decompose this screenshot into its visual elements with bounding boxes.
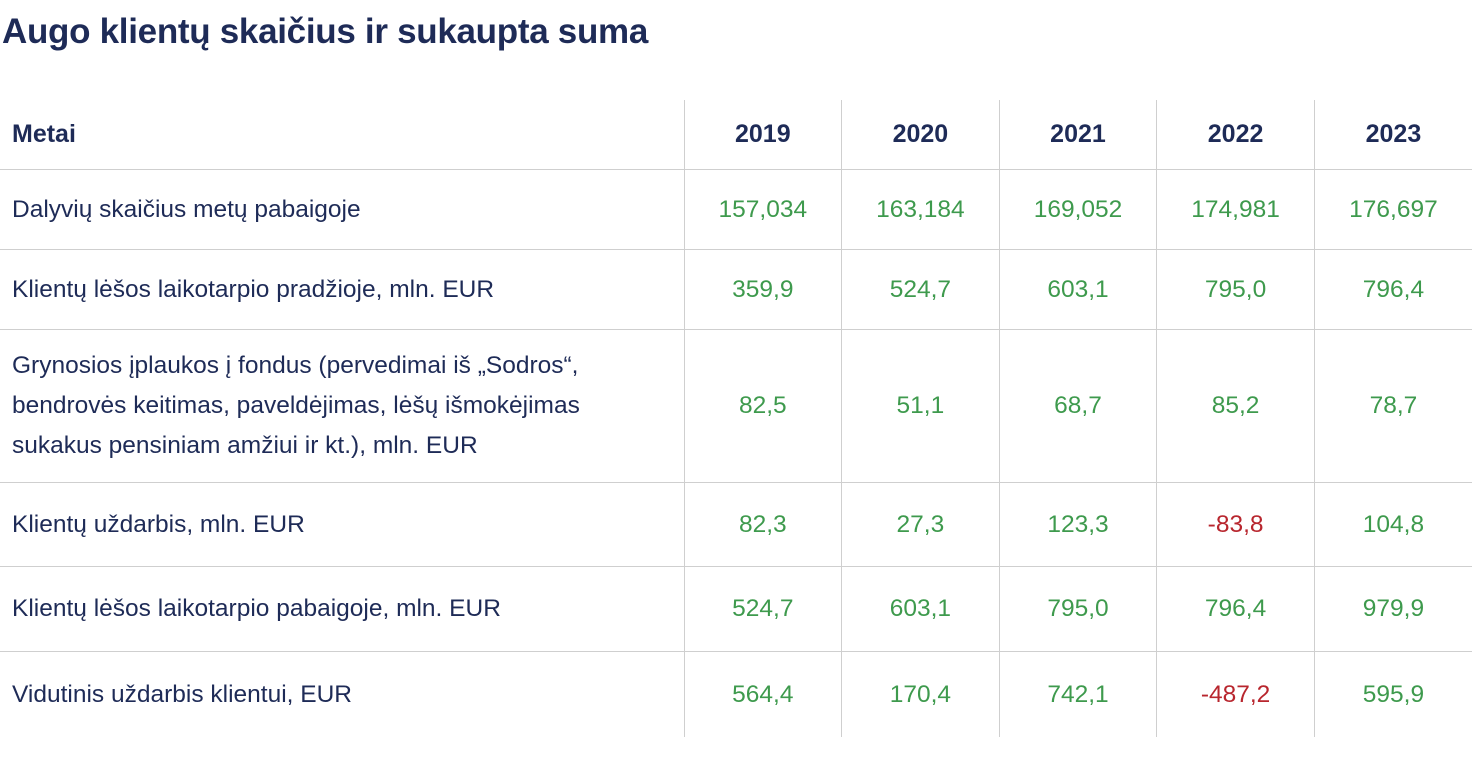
- year-header: 2021: [998, 100, 1157, 170]
- value-cell: 27,3: [841, 482, 1000, 567]
- row-label: Klientų uždarbis, mln. EUR: [0, 482, 684, 567]
- value-cell: 51,1: [841, 329, 1000, 483]
- value-cell: 78,7: [1313, 329, 1472, 483]
- table-row: Klientų lėšos laikotarpio pradžioje, mln…: [0, 249, 1472, 330]
- table-row: Dalyvių skaičius metų pabaigoje 157,034 …: [0, 169, 1472, 250]
- value-cell: 169,052: [998, 169, 1157, 250]
- value-cell: 796,4: [1156, 566, 1315, 652]
- value-cell: 68,7: [998, 329, 1157, 483]
- year-header: 2019: [683, 100, 842, 170]
- value-cell: 742,1: [998, 651, 1157, 737]
- value-cell: 176,697: [1313, 169, 1472, 250]
- page-title: Augo klientų skaičius ir sukaupta suma: [2, 12, 649, 51]
- value-cell: 163,184: [841, 169, 1000, 250]
- row-label: Vidutinis uždarbis klientui, EUR: [12, 680, 352, 708]
- year-header: 2020: [841, 100, 1000, 170]
- value-cell: 82,3: [683, 482, 842, 567]
- value-cell: 795,0: [1156, 249, 1315, 330]
- year-header: 2023: [1313, 100, 1472, 170]
- value-cell: 123,3: [998, 482, 1157, 567]
- data-table: Metai 2019 2020 2021 2022 2023 Dalyvių s…: [0, 100, 1472, 737]
- table-row: Klientų uždarbis, mln. EUR 82,3 27,3 123…: [0, 482, 1472, 567]
- value-cell: 524,7: [683, 566, 842, 652]
- value-cell: 157,034: [683, 169, 842, 250]
- value-cell: 359,9: [683, 249, 842, 330]
- year-header: 2022: [1156, 100, 1315, 170]
- value-cell: 595,9: [1313, 651, 1472, 737]
- table-row: Vidutinis uždarbis klientui, EUR 564,4 1…: [0, 651, 1472, 737]
- value-cell: 795,0: [998, 566, 1157, 652]
- header-row: Metai 2019 2020 2021 2022 2023: [0, 100, 1472, 170]
- value-cell: 603,1: [998, 249, 1157, 330]
- row-label: Klientų lėšos laikotarpio pradžioje, mln…: [0, 249, 684, 330]
- value-cell: 174,981: [1156, 169, 1315, 250]
- value-cell: 979,9: [1313, 566, 1472, 652]
- value-cell: 524,7: [841, 249, 1000, 330]
- row-label: Klientų lėšos laikotarpio pabaigoje, mln…: [0, 566, 684, 652]
- value-cell: -83,8: [1156, 482, 1315, 567]
- value-cell: 796,4: [1313, 249, 1472, 330]
- header-label: Metai: [0, 100, 684, 170]
- row-label: Grynosios įplaukos į fondus (pervedimai …: [0, 329, 684, 483]
- table-row: Klientų lėšos laikotarpio pabaigoje, mln…: [0, 566, 1472, 652]
- value-cell: 85,2: [1156, 329, 1315, 483]
- value-cell: 170,4: [841, 651, 1000, 737]
- value-cell: -487,2: [1156, 651, 1315, 737]
- value-cell: 564,4: [683, 651, 842, 737]
- table-row: Grynosios įplaukos į fondus (pervedimai …: [0, 329, 1472, 483]
- value-cell: 82,5: [683, 329, 842, 483]
- value-cell: 603,1: [841, 566, 1000, 652]
- row-label: Dalyvių skaičius metų pabaigoje: [0, 169, 684, 250]
- value-cell: 104,8: [1313, 482, 1472, 567]
